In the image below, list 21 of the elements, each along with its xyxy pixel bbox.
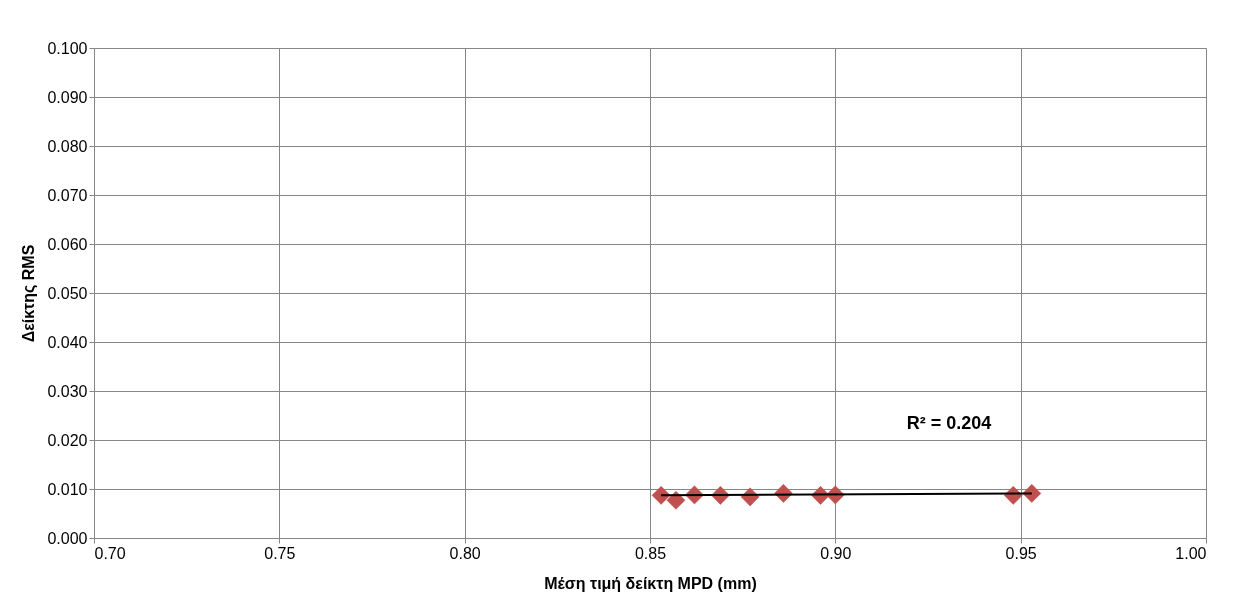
y-tick-label: 0.020: [47, 431, 88, 449]
x-tick-label: 0.90: [820, 544, 852, 562]
x-tick-label: 0.95: [1005, 544, 1037, 562]
x-tick-label: 0.70: [94, 544, 126, 562]
y-tick-label: 0.090: [47, 88, 88, 106]
y-tick-label: 0.060: [47, 235, 88, 253]
y-tick-label: 0.030: [47, 382, 88, 400]
y-tick-label: 0.100: [47, 39, 88, 57]
x-tick-label: 0.80: [449, 544, 481, 562]
x-tick-label: 0.85: [634, 544, 667, 562]
x-axis-title: Μέση τιμή δείκτη MPD (mm): [544, 574, 757, 592]
y-tick-label: 0.040: [47, 333, 88, 351]
x-tick-label: 1.00: [1175, 544, 1207, 562]
y-tick-label: 0.010: [47, 480, 88, 498]
y-axis-title: Δείκτης RMS: [20, 244, 39, 343]
y-tick-label: 0.050: [47, 284, 88, 302]
y-tick-label: 0.070: [47, 186, 88, 204]
annotation: R² = 0.204: [906, 413, 992, 433]
y-tick-label: 0.000: [47, 529, 88, 547]
x-tick-label: 0.75: [264, 544, 296, 562]
y-tick-label: 0.080: [47, 137, 88, 155]
